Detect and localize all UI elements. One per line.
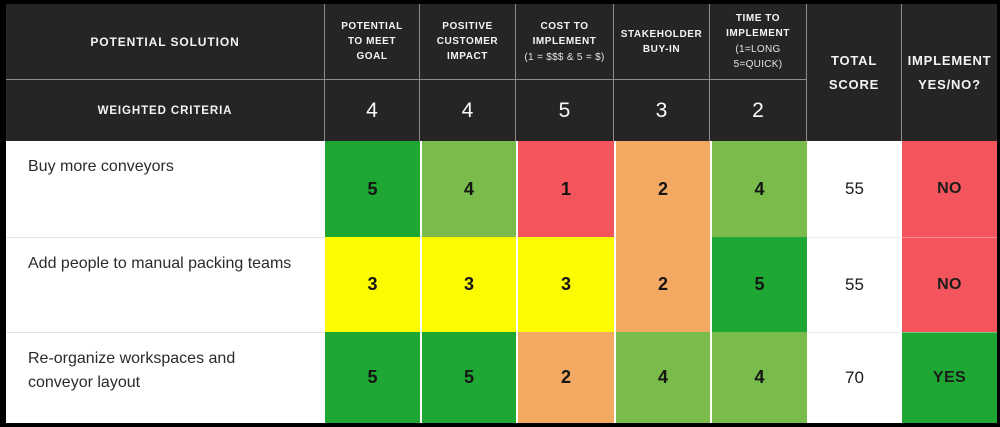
criteria-header: POSITIVE CUSTOMER IMPACT <box>420 4 516 80</box>
criteria-title: POSITIVE CUSTOMER IMPACT <box>436 21 499 62</box>
score-cell: 1 <box>516 141 614 237</box>
criteria-title: STAKEHOLDER BUY-IN <box>620 28 703 55</box>
score-cell: 4 <box>710 332 807 423</box>
total-score-header: TOTAL SCORE <box>807 4 902 141</box>
criteria-title: COST TO IMPLEMENT <box>532 20 597 47</box>
weight-cell: 5 <box>516 80 614 141</box>
matrix-grid: POTENTIAL SOLUTION WEIGHTED CRITERIA TOT… <box>6 4 997 423</box>
criteria-header: STAKEHOLDER BUY-IN <box>614 4 710 80</box>
total-score-cell: 70 <box>807 332 902 423</box>
score-cell: 3 <box>420 237 516 332</box>
potential-solution-header: POTENTIAL SOLUTION <box>6 4 325 80</box>
criteria-note: (1 = $$$ & 5 = $) <box>524 51 605 63</box>
score-cell: 2 <box>516 332 614 423</box>
weight-cell: 3 <box>614 80 710 141</box>
criteria-header: COST TO IMPLEMENT (1 = $$$ & 5 = $) <box>516 4 614 80</box>
total-score-cell: 55 <box>807 237 902 332</box>
score-cell: 5 <box>325 141 420 237</box>
score-cell: 5 <box>325 332 420 423</box>
score-cell: 5 <box>420 332 516 423</box>
total-score-cell: 55 <box>807 141 902 237</box>
weight-cell: 4 <box>420 80 516 141</box>
score-cell: 3 <box>516 237 614 332</box>
score-cell: 4 <box>614 332 710 423</box>
weight-cell: 2 <box>710 80 807 141</box>
criteria-header: TIME TO IMPLEMENT (1=LONG 5=QUICK) <box>710 4 807 80</box>
criteria-note: (1=LONG 5=QUICK) <box>733 44 783 70</box>
criteria-header: POTENTIAL TO MEET GOAL <box>325 4 420 80</box>
score-cell: 2 <box>614 141 710 237</box>
criteria-title: TIME TO IMPLEMENT <box>726 13 790 39</box>
decision-cell: NO <box>902 237 997 332</box>
decision-cell: NO <box>902 141 997 237</box>
implement-header: IMPLEMENT YES/NO? <box>902 4 997 141</box>
weighted-criteria-header: WEIGHTED CRITERIA <box>6 80 325 141</box>
score-cell: 4 <box>420 141 516 237</box>
score-cell: 5 <box>710 237 807 332</box>
criteria-title: POTENTIAL TO MEET GOAL <box>341 21 403 62</box>
solution-cell: Re-organize workspaces and conveyor layo… <box>6 332 325 423</box>
decision-cell: YES <box>902 332 997 423</box>
solution-cell: Add people to manual packing teams <box>6 237 325 332</box>
solution-cell: Buy more conveyors <box>6 141 325 237</box>
weight-cell: 4 <box>325 80 420 141</box>
score-cell: 2 <box>614 237 710 332</box>
score-cell: 3 <box>325 237 420 332</box>
score-cell: 4 <box>710 141 807 237</box>
